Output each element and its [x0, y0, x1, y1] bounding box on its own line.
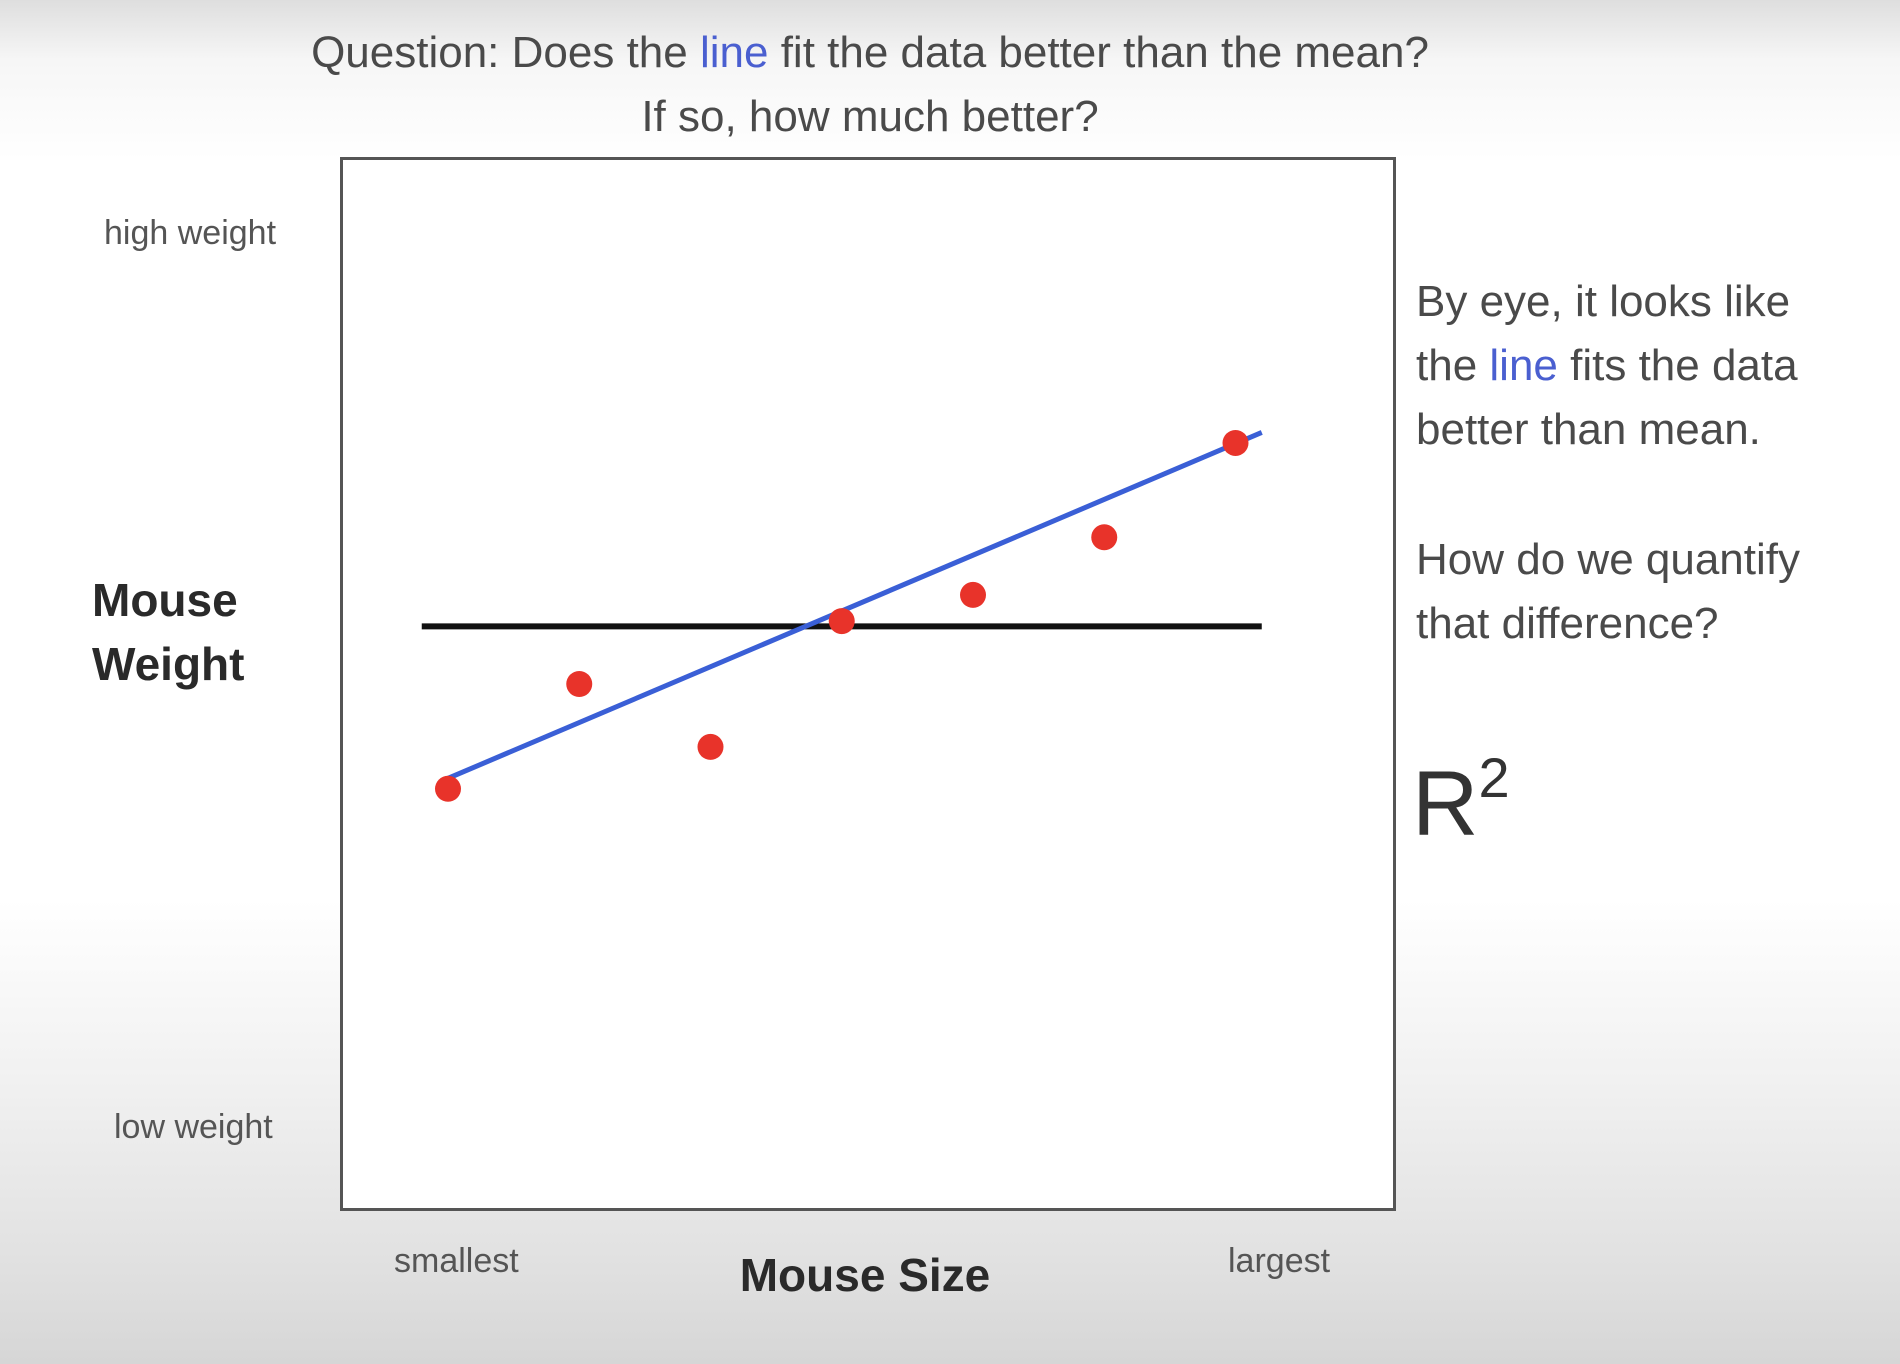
r-symbol: R [1412, 753, 1479, 855]
data-point-3 [697, 733, 724, 760]
data-point-5 [960, 581, 986, 608]
question-prefix: Question: Does the [311, 28, 700, 77]
question-highlight-line: line [699, 28, 769, 77]
side-note-line-2-end: fits the data [1557, 341, 1798, 390]
x-tick-largest: largest [1228, 1242, 1331, 1280]
side-note-question-2: that difference? [1416, 599, 1719, 648]
y-axis-label: Mouse Weight [92, 574, 245, 690]
side-note-line-2: the line fits the data [1416, 334, 1886, 398]
question-title: Question: Does the line fit the data bet… [0, 28, 1740, 78]
question-suffix: fit the data better than the mean? [768, 28, 1429, 77]
scatter-chart [421, 429, 1263, 802]
data-point-7 [1222, 429, 1249, 456]
data-point-2 [566, 671, 593, 697]
question-subtitle: If so, how much better? [641, 92, 1099, 141]
x-tick-smallest: smallest [394, 1242, 519, 1280]
data-point-6 [1091, 524, 1118, 551]
plot-area [340, 157, 1396, 1211]
side-note-paragraph-2: How do we quantify that difference? [1416, 528, 1886, 656]
y-tick-high-weight: high weight [104, 214, 277, 252]
side-note-line-1: By eye, it looks like [1416, 277, 1791, 326]
side-note-line-3: better than mean. [1416, 405, 1761, 454]
r-exponent: 2 [1478, 746, 1510, 809]
y-tick-low-weight: low weight [114, 1108, 273, 1146]
fit-line [447, 430, 1263, 781]
data-point-4 [828, 608, 855, 635]
side-note-highlight-line: line [1489, 341, 1558, 390]
side-note-line-2-start: the [1416, 341, 1490, 390]
x-axis-label: Mouse Size [739, 1249, 991, 1301]
r-squared-symbol: R2 [1412, 745, 1510, 857]
data-point-1 [435, 775, 461, 802]
side-note-question-1: How do we quantify [1416, 535, 1800, 584]
side-note-paragraph-1: By eye, it looks like the line fits the … [1416, 270, 1886, 462]
